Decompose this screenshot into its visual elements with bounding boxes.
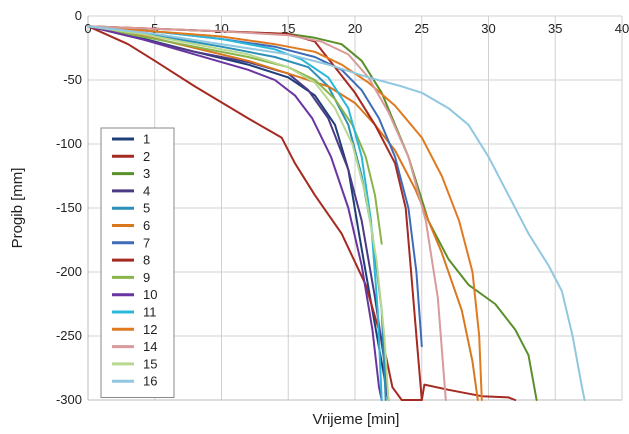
y-tick-label: -300 — [56, 392, 82, 407]
x-tick-label: 35 — [548, 21, 562, 36]
y-tick-label: -150 — [56, 200, 82, 215]
y-tick-label: -250 — [56, 328, 82, 343]
legend-label-8: 8 — [143, 253, 150, 268]
legend-label-4: 4 — [143, 183, 150, 198]
legend-label-15: 15 — [143, 356, 157, 371]
x-tick-label: 20 — [348, 21, 362, 36]
series-line-14 — [87, 25, 447, 401]
x-tick-label: 0 — [84, 21, 91, 36]
legend-box — [100, 127, 175, 398]
legend-label-10: 10 — [143, 287, 157, 302]
legend-label-3: 3 — [143, 166, 150, 181]
x-tick-label: 40 — [615, 21, 629, 36]
y-axis-label: Progib [mm] — [9, 168, 26, 249]
x-tick-label: 30 — [481, 21, 495, 36]
series-line-12 — [87, 25, 483, 401]
x-tick-label: 10 — [214, 21, 228, 36]
legend-label-7: 7 — [143, 235, 150, 250]
y-tick-label: 0 — [75, 8, 82, 23]
legend-label-14: 14 — [143, 339, 157, 354]
y-tick-label: -50 — [63, 72, 82, 87]
x-tick-label: 25 — [415, 21, 429, 36]
x-tick-label: 15 — [281, 21, 295, 36]
legend-label-6: 6 — [143, 218, 150, 233]
legend-label-11: 11 — [143, 305, 157, 320]
y-tick-label: -200 — [56, 264, 82, 279]
series-line-10 — [87, 25, 383, 401]
series-lines — [87, 25, 586, 401]
series-line-9 — [87, 25, 383, 245]
legend-label-9: 9 — [143, 270, 150, 285]
series-line-11 — [87, 25, 383, 401]
legend-label-5: 5 — [143, 201, 150, 216]
y-tick-label: -100 — [56, 136, 82, 151]
series-line-15 — [87, 25, 390, 401]
legend-label-2: 2 — [143, 149, 150, 164]
legend-label-1: 1 — [143, 132, 150, 147]
x-axis-label: Vrijeme [min] — [313, 411, 400, 428]
series-line-16 — [87, 25, 586, 401]
legend-label-12: 12 — [143, 322, 157, 337]
series-line-6 — [87, 25, 479, 401]
tick-labels: 0 5 10 15 20 25 30 35 40 0 -50 -100 -150 -200 -250 -300 — [56, 8, 629, 407]
legend-label-16: 16 — [143, 374, 157, 389]
